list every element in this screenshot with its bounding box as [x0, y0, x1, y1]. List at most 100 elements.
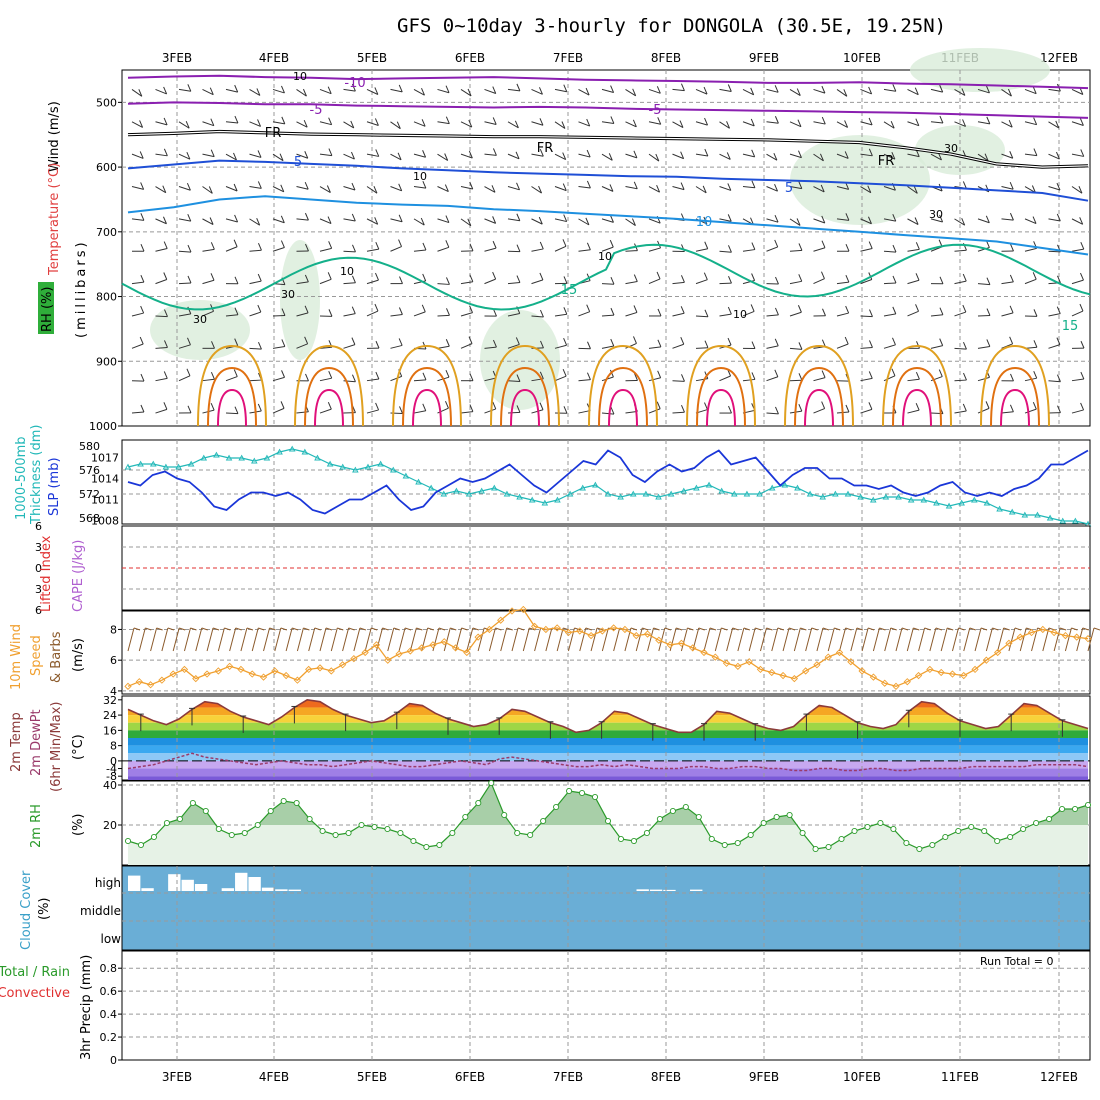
wind-barb [413, 153, 426, 158]
rh-marker [280, 797, 287, 805]
thickness-marker [288, 445, 296, 452]
thickness-marker [731, 490, 738, 497]
wind-barb [272, 153, 284, 162]
slp-line [127, 449, 1089, 515]
surface-wind-barb [364, 627, 372, 652]
surface-wind-barb [342, 627, 350, 652]
wind-barb-flag [726, 152, 731, 160]
surface-wind-barb [150, 627, 158, 652]
surface-wind-barb-flag [935, 627, 943, 631]
wind-barb [554, 245, 567, 252]
wind-barb [390, 121, 401, 130]
wind-speed-marker [553, 624, 561, 632]
thickness-marker [617, 493, 624, 500]
wind-barb-flag [491, 185, 496, 193]
wind-barb [695, 121, 708, 126]
wind-barb-flag [399, 406, 403, 414]
surface-wind-barb-flag [834, 627, 841, 631]
thickness-marker [629, 490, 637, 497]
thickness-marker [794, 484, 801, 491]
surface-wind-barb-flag [822, 627, 830, 631]
li-tick: 3 [35, 583, 42, 596]
contour-label: 15 [561, 283, 578, 298]
thickness-marker [1034, 511, 1041, 518]
rh-marker [695, 813, 702, 821]
wind-barb-flag [163, 371, 168, 379]
wind-barb-flag [305, 243, 309, 252]
wind-barb [413, 379, 427, 382]
wind-barb-flag [681, 374, 685, 382]
wind-barb [531, 121, 544, 126]
top-date-label: 7FEB [553, 51, 583, 65]
wind-speed-marker [372, 641, 381, 649]
wind-barb [366, 218, 378, 225]
wind-barb-flag [164, 309, 168, 317]
wind-barb-flag [327, 86, 332, 94]
wind-barb-flag [821, 401, 826, 409]
thickness-marker [781, 481, 789, 488]
wind-barb [672, 186, 685, 191]
rh-marker [345, 829, 352, 837]
cloud-bar [141, 888, 154, 891]
wind-barb-flag [326, 185, 331, 193]
wind-barb [484, 218, 496, 224]
surface-wind-barb-flag [1082, 627, 1089, 631]
wind-barb [601, 186, 614, 192]
wind-speed-marker [598, 627, 606, 635]
rh-marker [643, 829, 650, 837]
wind-barb-flag [962, 403, 967, 412]
surface-wind-barb-flag [495, 627, 502, 631]
wind-barb [954, 410, 967, 414]
surface-wind-barb-flag [404, 627, 412, 631]
wind-barb-flag [798, 243, 803, 251]
wind-barb-flag [962, 304, 967, 313]
warm-contour [304, 366, 354, 427]
wind-barb [437, 153, 448, 161]
surface-wind-barb [940, 627, 948, 652]
wind-barb-flag [892, 306, 897, 315]
wind-barb [249, 311, 262, 317]
wind-barb-flag [798, 342, 803, 350]
wind-barb-flag [304, 274, 309, 283]
surface-wind-barb-flag [630, 627, 638, 631]
wind-barb [413, 249, 426, 252]
wind-barb-flag [986, 277, 991, 285]
wind-barb-flag [750, 118, 755, 127]
wind-barb-flag [868, 241, 873, 249]
wind-barb [366, 121, 379, 126]
wind-barb [789, 218, 801, 226]
thickness-marker [528, 496, 536, 503]
wind-barb-flag [351, 306, 356, 314]
wind-barb [1001, 89, 1012, 97]
thickness-marker [566, 490, 574, 497]
wind-barb-flag [1031, 185, 1036, 193]
wind-barb [131, 153, 144, 159]
wind-barb-flag [163, 402, 168, 410]
wind-speed-marker [745, 658, 753, 666]
wind-barb [977, 88, 990, 94]
wind-barb-flag [656, 271, 661, 280]
thickness-marker [705, 481, 713, 488]
surface-wind-barb-flag [924, 627, 931, 631]
wind-speed-marker [474, 633, 482, 641]
surface-wind-barb [827, 627, 835, 652]
surface-wind-barb [522, 627, 530, 652]
wind-barb-flag [398, 183, 403, 192]
wind-barb-flag [563, 214, 568, 222]
wind-barb [954, 379, 967, 382]
wind-speed-marker [248, 670, 256, 678]
wind-barb-flag [445, 369, 450, 378]
wind-barb [1001, 153, 1013, 159]
wind-barb [319, 88, 332, 95]
wind-barb-flag [961, 88, 966, 96]
surface-wind-barb-flag [212, 627, 220, 631]
surface-wind-barb-flag [642, 627, 649, 631]
wind-barb [366, 248, 379, 252]
wind-barb [860, 153, 873, 157]
wind-barb [507, 282, 520, 285]
wind-barb-flag [350, 120, 355, 129]
thickness-ticks: 568 572 576 580 1008 1011 1014 1017 [79, 440, 119, 528]
li-tick: 6 [35, 604, 42, 617]
wind-barb-flag [704, 148, 709, 157]
wind-speed-marker [429, 641, 437, 649]
